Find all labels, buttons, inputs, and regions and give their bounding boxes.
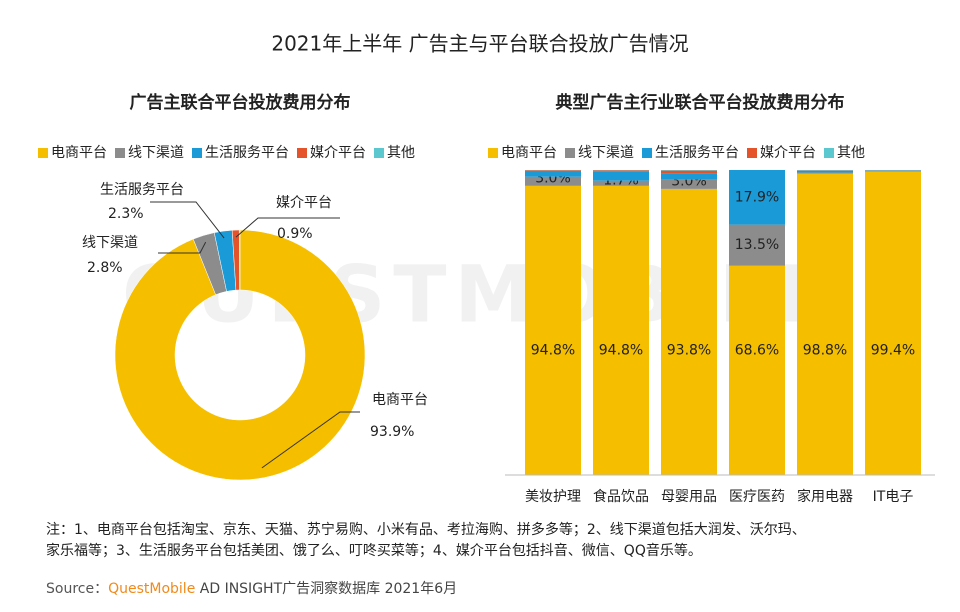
bar-segment xyxy=(593,185,649,476)
page-title: 2021年上半年 广告主与平台联合投放广告情况 xyxy=(271,32,688,56)
bar-segment xyxy=(593,171,649,181)
x-tick-label: IT电子 xyxy=(873,489,914,505)
slice-label: 0.9% xyxy=(277,226,313,242)
bar-segment xyxy=(661,173,717,180)
legend-label: 生活服务平台 xyxy=(655,145,739,161)
value-label: 68.6% xyxy=(735,343,779,359)
chart-title: 典型广告主行业联合平台投放费用分布 xyxy=(556,92,845,113)
value-label: 94.8% xyxy=(531,343,575,359)
legend-swatch xyxy=(747,148,757,158)
bar-segment xyxy=(525,171,581,177)
bar-segment xyxy=(729,265,785,475)
bar-segment xyxy=(797,170,853,173)
slice-label: 93.9% xyxy=(370,424,414,440)
value-label: 98.8% xyxy=(803,343,847,359)
value-label: 94.8% xyxy=(599,343,643,359)
legend-swatch xyxy=(642,148,652,158)
x-tick-label: 医疗医药 xyxy=(729,489,785,505)
legend-swatch xyxy=(565,148,575,158)
slice-name: 电商平台 xyxy=(372,392,428,408)
x-tick-label: 食品饮品 xyxy=(593,488,649,505)
source-label: Source： xyxy=(46,581,108,597)
legend-label: 线下渠道 xyxy=(578,145,634,161)
value-label: 17.9% xyxy=(735,189,779,205)
legend-label: 其他 xyxy=(837,145,865,161)
legend-label: 媒介平台 xyxy=(760,145,816,161)
legend-swatch xyxy=(297,148,307,158)
slice-name: 生活服务平台 xyxy=(100,182,184,198)
x-tick-label: 家用电器 xyxy=(797,488,853,505)
bar-segment xyxy=(661,179,717,189)
legend-label: 电商平台 xyxy=(501,145,557,161)
legend-swatch xyxy=(488,148,498,158)
bar-segment xyxy=(525,185,581,476)
legend-swatch xyxy=(824,148,834,158)
leader-line xyxy=(150,201,225,239)
bar-segment xyxy=(797,173,853,475)
legend-swatch xyxy=(38,148,48,158)
bar-segment xyxy=(661,188,717,475)
bar-segment xyxy=(525,170,581,172)
bar-segment xyxy=(661,170,717,171)
legend-label: 其他 xyxy=(387,145,415,161)
x-tick-label: 母婴用品 xyxy=(661,489,717,505)
slice-name: 线下渠道 xyxy=(82,235,138,251)
slice-label: 2.3% xyxy=(108,206,144,222)
note: 注：1、电商平台包括淘宝、京东、天猫、苏宁易购、小米有品、考拉海购、拼多多等；2… xyxy=(46,521,806,538)
legend-swatch xyxy=(374,148,384,158)
legend-swatch xyxy=(115,148,125,158)
legend-label: 媒介平台 xyxy=(310,145,366,161)
x-tick-label: 美妆护理 xyxy=(525,489,581,505)
legend-label: 线下渠道 xyxy=(128,145,184,161)
bar-segment xyxy=(865,171,921,172)
leader-line xyxy=(235,217,340,238)
legend-label: 电商平台 xyxy=(51,145,107,161)
value-label: 13.5% xyxy=(735,237,779,253)
bar-segment xyxy=(865,171,921,475)
bar-segment xyxy=(729,170,785,225)
bar-segment xyxy=(593,180,649,186)
source-text: AD INSIGHT广告洞察数据库 2021年6月 xyxy=(195,580,457,597)
value-label: 93.8% xyxy=(667,343,711,359)
source: Source：QuestMobile AD INSIGHT广告洞察数据库 202… xyxy=(46,580,457,597)
pie-slice xyxy=(114,229,366,481)
slice-label: 2.8% xyxy=(87,260,123,276)
slice-name: 媒介平台 xyxy=(276,195,332,211)
bar-segment xyxy=(661,170,717,174)
bar-segment xyxy=(593,170,649,172)
source-brand: QuestMobile xyxy=(108,581,195,597)
pie-slice xyxy=(238,229,241,291)
bar-segment xyxy=(525,176,581,186)
leader-line xyxy=(158,241,207,254)
bar-segment xyxy=(729,224,785,266)
bar-segment xyxy=(865,170,921,172)
bar-segment xyxy=(797,172,853,174)
note: 家乐福等；3、生活服务平台包括美团、饿了么、叮咚买菜等；4、媒介平台包括抖音、微… xyxy=(46,542,702,559)
value-label: 99.4% xyxy=(871,343,915,359)
chart-title: 广告主联合平台投放费用分布 xyxy=(130,92,351,113)
legend-label: 生活服务平台 xyxy=(205,145,289,161)
legend-swatch xyxy=(192,148,202,158)
leader-line xyxy=(261,411,360,469)
